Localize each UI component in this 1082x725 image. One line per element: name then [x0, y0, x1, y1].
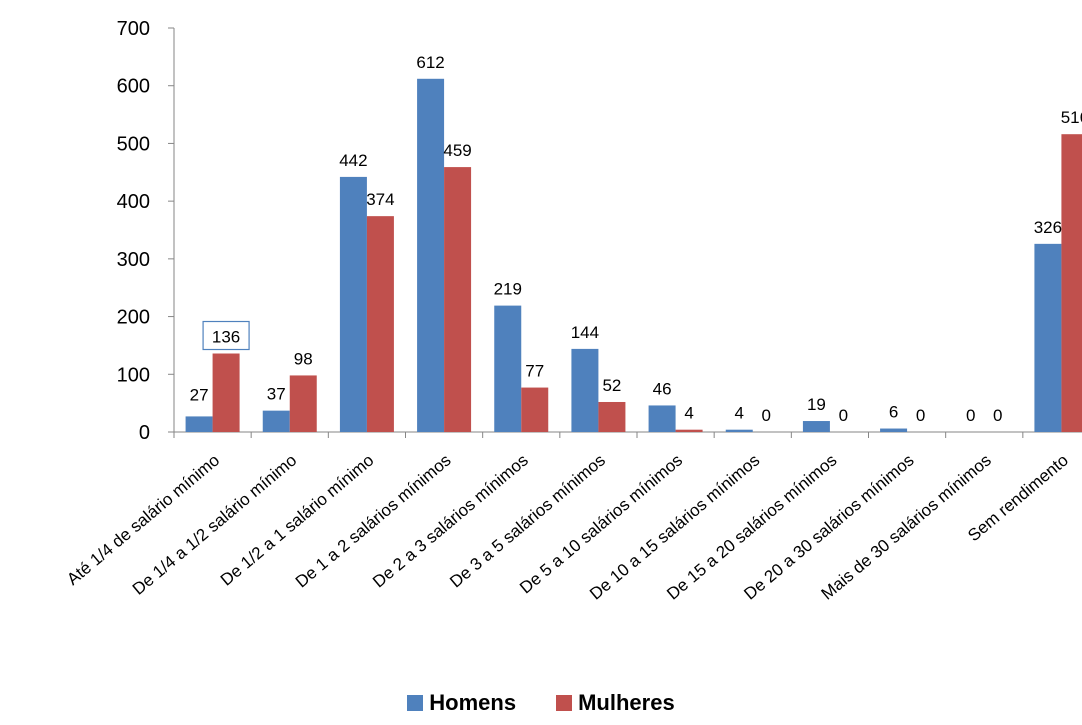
- bar-series-1: [366, 216, 394, 432]
- data-label-series-1: 374: [366, 190, 394, 209]
- x-category-label: De 1/2 a 1 salário mínimo: [217, 451, 378, 590]
- y-tick-label: 0: [139, 422, 150, 444]
- legend-swatch-series-1: [556, 695, 573, 711]
- data-label-series-0: 6: [889, 403, 898, 422]
- bar-series-0: [417, 78, 445, 432]
- x-category-label: De 1 a 2 salários mínimos: [292, 451, 455, 592]
- data-label-series-1: 77: [525, 362, 544, 381]
- bar-series-1: [444, 167, 472, 432]
- data-label-series-0: 144: [571, 323, 599, 342]
- bar-series-0: [571, 348, 599, 432]
- bar-series-0: [880, 428, 908, 432]
- legend-item-series-1: Mulheres: [556, 690, 675, 716]
- bar-series-0: [494, 305, 522, 432]
- data-label-series-0: 442: [339, 151, 367, 170]
- data-label-series-1: 0: [993, 406, 1002, 425]
- data-label-series-1: 459: [443, 141, 471, 160]
- data-label-series-0: 0: [966, 406, 975, 425]
- data-label-series-1: 0: [839, 406, 848, 425]
- bar-series-0: [725, 429, 753, 432]
- bar-series-1: [212, 353, 240, 432]
- legend-item-series-0: Homens: [407, 690, 516, 716]
- bar-series-0: [1034, 243, 1062, 432]
- y-tick-label: 400: [117, 191, 150, 213]
- bar-series-0: [648, 405, 676, 432]
- x-category-label: De 3 a 5 salários mínimos: [446, 451, 609, 592]
- bar-series-1: [521, 387, 549, 432]
- y-tick-label: 300: [117, 249, 150, 271]
- data-label-series-1: 516: [1061, 108, 1082, 127]
- x-category-label: Até 1/4 de salário mínimo: [63, 451, 223, 589]
- legend-swatch-series-0: [407, 695, 424, 711]
- data-label-series-0: 27: [190, 385, 209, 404]
- bar-series-0: [339, 176, 367, 432]
- data-label-highlight-box: [202, 320, 250, 351]
- legend: Homens Mulheres: [0, 690, 1082, 716]
- y-tick-label: 600: [117, 76, 150, 98]
- bar-series-1: [675, 429, 703, 432]
- data-label-series-0: 219: [494, 280, 522, 299]
- y-tick-label: 700: [117, 18, 150, 40]
- data-label-series-0: 612: [416, 53, 444, 72]
- bar-series-1: [598, 401, 626, 432]
- data-label-series-0: 326: [1034, 218, 1062, 237]
- y-tick-label: 100: [117, 364, 150, 386]
- data-label-series-1: 4: [684, 404, 693, 423]
- data-label-series-1: 0: [916, 406, 925, 425]
- bar-series-0: [802, 421, 830, 432]
- bar-series-1: [289, 375, 317, 432]
- y-tick-label: 200: [117, 307, 150, 329]
- data-label-series-0: 37: [267, 385, 286, 404]
- data-label-series-0: 46: [653, 379, 672, 398]
- data-label-series-1: 52: [602, 376, 621, 395]
- bar-series-1: [1061, 134, 1082, 433]
- x-category-label: De 2 a 3 salários mínimos: [369, 451, 532, 592]
- data-label-series-0: 19: [807, 395, 826, 414]
- bar-series-0: [262, 410, 290, 432]
- bar-series-0: [185, 416, 213, 432]
- data-label-series-1: 136: [212, 328, 240, 347]
- legend-label-series-0: Homens: [429, 690, 517, 715]
- y-tick-label: 500: [117, 133, 150, 155]
- legend-label-series-1: Mulheres: [578, 690, 675, 715]
- bars: [185, 78, 1082, 433]
- data-label-series-0: 4: [735, 404, 744, 423]
- x-category-label: De 1/4 a 1/2 salário mínimo: [129, 451, 300, 599]
- data-label-series-1: 0: [762, 406, 771, 425]
- data-label-series-1: 98: [294, 349, 313, 368]
